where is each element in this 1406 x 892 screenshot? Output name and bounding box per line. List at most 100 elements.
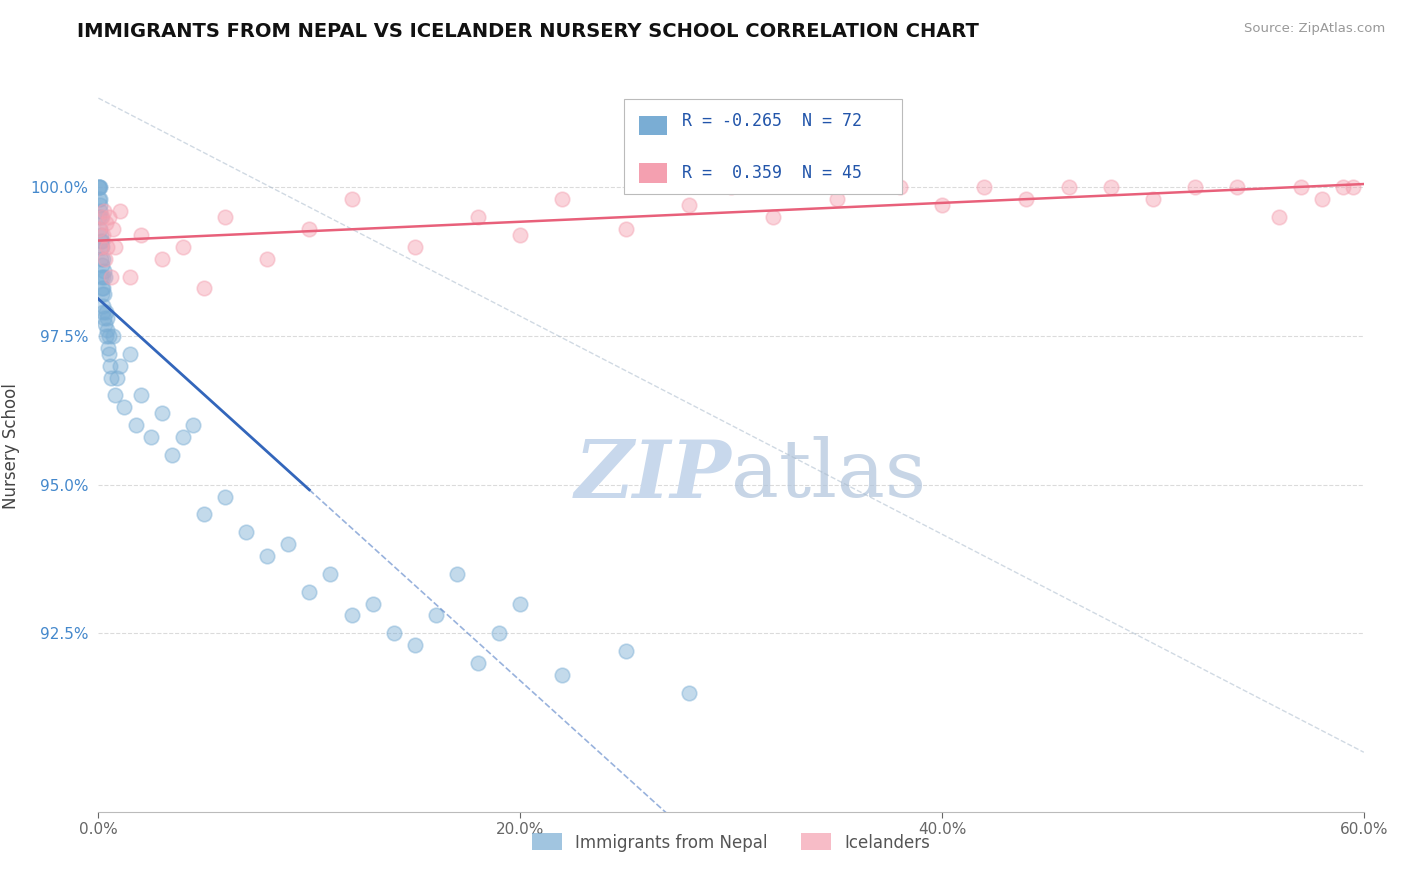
Point [90,240,112,254]
Point [172,240,194,254]
Point [1057,180,1080,194]
Point [1289,180,1312,194]
FancyBboxPatch shape [638,116,666,136]
Point [973,180,995,194]
Point [91,252,114,266]
Point [91,234,114,248]
Point [172,430,194,444]
Point [104,240,127,254]
Point [93,252,117,266]
Point [103,329,124,343]
Point [90,210,112,224]
Point [93,311,115,326]
Point [404,240,426,254]
Point [89,180,111,194]
Point [90,234,112,248]
FancyBboxPatch shape [623,99,903,194]
Point [1268,210,1291,224]
Point [94,317,117,331]
Point [90,252,112,266]
Point [1099,180,1122,194]
Point [93,287,115,301]
Point [104,388,127,402]
Point [94,216,117,230]
Point [93,263,115,277]
Point [93,269,117,284]
Point [90,269,112,284]
Point [89,192,111,206]
Point [425,608,447,623]
Point [1341,180,1364,194]
Point [103,222,124,236]
Point [1331,180,1354,194]
Point [91,305,114,319]
Point [235,525,257,540]
Point [183,418,205,433]
Point [150,252,173,266]
Point [94,329,117,343]
Point [298,222,321,236]
Text: atlas: atlas [731,436,927,515]
Point [614,644,637,658]
Point [214,210,236,224]
Point [340,192,363,206]
Point [91,227,114,242]
Point [108,204,131,219]
Point [100,370,122,384]
Point [96,240,118,254]
Point [214,490,236,504]
Point [96,323,118,337]
Point [125,418,148,433]
Point [509,597,531,611]
Text: R = -0.265  N = 72: R = -0.265 N = 72 [682,112,862,130]
Text: Source: ZipAtlas.com: Source: ZipAtlas.com [1244,22,1385,36]
Point [87,180,110,194]
Point [509,227,531,242]
Point [762,210,785,224]
Point [340,608,363,623]
Point [112,401,135,415]
Text: R =  0.359  N = 45: R = 0.359 N = 45 [682,164,862,182]
Point [91,281,114,295]
Point [96,311,118,326]
Point [1015,192,1038,206]
Point [720,180,742,194]
Point [129,227,152,242]
Point [98,210,121,224]
Point [446,566,468,581]
Point [89,210,111,224]
Point [90,240,112,254]
Point [678,686,700,700]
Point [256,549,278,563]
Point [298,584,321,599]
Point [404,638,426,652]
Point [93,204,115,219]
Point [107,370,129,384]
Point [889,180,911,194]
Point [256,252,278,266]
Point [91,269,114,284]
Point [97,329,120,343]
Point [89,180,111,194]
Point [89,198,111,212]
Point [91,299,114,313]
Point [90,240,112,254]
Point [97,341,120,355]
Text: ZIP: ZIP [574,436,731,514]
Point [1310,192,1333,206]
Point [108,359,131,373]
Point [614,222,637,236]
Point [931,198,953,212]
Point [87,180,110,194]
Point [467,210,489,224]
Point [89,204,111,219]
FancyBboxPatch shape [638,163,666,183]
Text: IMMIGRANTS FROM NEPAL VS ICELANDER NURSERY SCHOOL CORRELATION CHART: IMMIGRANTS FROM NEPAL VS ICELANDER NURSE… [77,22,979,41]
Point [488,626,510,640]
Point [90,281,112,295]
Point [120,269,141,284]
Point [89,222,111,236]
Point [89,222,111,236]
Point [150,406,173,420]
Point [1184,180,1206,194]
